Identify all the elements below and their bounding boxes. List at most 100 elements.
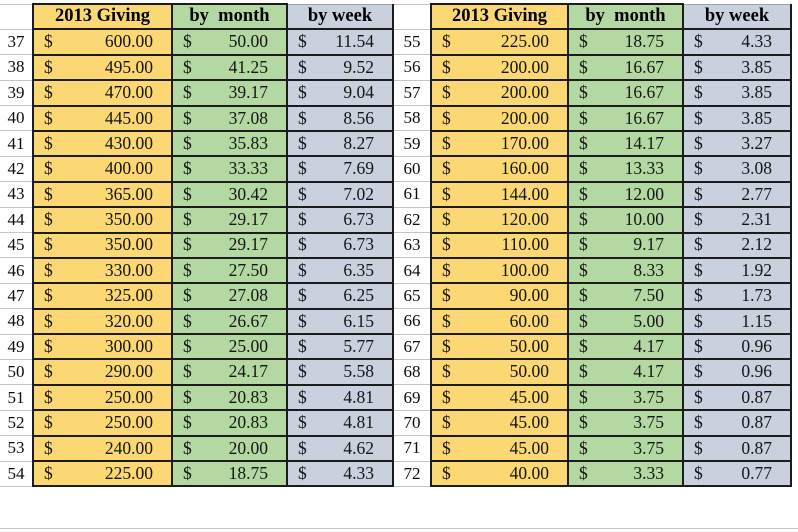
cell-by-week[interactable]: $9.04 — [286, 79, 394, 107]
cell-giving[interactable]: $144.00 — [430, 180, 569, 209]
cell-by-month[interactable]: $7.50 — [567, 282, 684, 310]
row-header[interactable]: 52 — [0, 409, 34, 437]
row-header[interactable]: 42 — [0, 155, 34, 183]
cell-giving[interactable]: $225.00 — [32, 460, 173, 488]
row-header[interactable]: 61 — [394, 181, 432, 208]
cell-by-month[interactable]: $3.75 — [567, 434, 684, 463]
row-header[interactable]: 47 — [0, 282, 34, 310]
cell-by-month[interactable]: $30.42 — [171, 180, 288, 209]
row-header[interactable]: 48 — [0, 308, 34, 335]
cell-giving[interactable]: $120.00 — [430, 206, 569, 234]
cell-by-week[interactable]: $5.77 — [286, 333, 394, 361]
cell-giving[interactable]: $320.00 — [32, 307, 173, 336]
cell-giving[interactable]: $160.00 — [430, 155, 569, 183]
column-header-by-month[interactable]: by month — [567, 2, 684, 31]
cell-by-month[interactable]: $18.75 — [171, 460, 288, 488]
cell-by-month[interactable]: $50.00 — [171, 28, 288, 56]
row-header[interactable]: 41 — [0, 130, 34, 157]
row-header[interactable]: 57 — [394, 79, 432, 107]
cell-by-month[interactable]: $3.75 — [567, 383, 684, 412]
cell-by-month[interactable]: $41.25 — [171, 53, 288, 82]
cell-giving[interactable]: $470.00 — [32, 79, 173, 107]
cell-by-month[interactable]: $5.00 — [567, 307, 684, 336]
cell-by-month[interactable]: $13.33 — [567, 155, 684, 183]
cell-by-month[interactable]: $10.00 — [567, 206, 684, 234]
cell-by-month[interactable]: $29.17 — [171, 231, 288, 259]
cell-by-week[interactable]: $2.77 — [682, 180, 792, 209]
cell-by-month[interactable]: $27.08 — [171, 282, 288, 310]
cell-giving[interactable]: $45.00 — [430, 383, 569, 412]
cell-by-week[interactable]: $11.54 — [286, 28, 394, 56]
column-header-by-week[interactable]: by week — [682, 3, 792, 31]
cell-by-month[interactable]: $16.67 — [567, 79, 684, 107]
row-header[interactable]: 70 — [394, 409, 432, 437]
cell-by-week[interactable]: $5.58 — [286, 358, 394, 386]
column-header-by-month[interactable]: by month — [171, 2, 288, 31]
row-header[interactable]: 62 — [394, 206, 432, 234]
cell-by-month[interactable]: $35.83 — [171, 129, 288, 158]
cell-by-week[interactable]: $2.12 — [682, 231, 792, 259]
cell-giving[interactable]: $45.00 — [430, 409, 569, 437]
cell-by-month[interactable]: $4.17 — [567, 358, 684, 386]
row-header[interactable]: 55 — [394, 28, 432, 56]
row-header[interactable]: 46 — [0, 257, 34, 284]
cell-by-month[interactable]: $37.08 — [171, 104, 288, 132]
row-header[interactable]: 50 — [0, 358, 34, 386]
row-header[interactable]: 44 — [0, 206, 34, 234]
cell-by-week[interactable]: $9.52 — [286, 53, 394, 82]
row-header[interactable]: 54 — [0, 460, 34, 487]
cell-giving[interactable]: $250.00 — [32, 383, 173, 412]
row-header[interactable]: 69 — [394, 384, 432, 411]
cell-giving[interactable]: $350.00 — [32, 206, 173, 234]
row-header[interactable]: 58 — [394, 105, 432, 132]
cell-by-week[interactable]: $0.77 — [682, 460, 792, 488]
cell-by-month[interactable]: $18.75 — [567, 28, 684, 56]
cell-giving[interactable]: $60.00 — [430, 307, 569, 336]
cell-giving[interactable]: $300.00 — [32, 333, 173, 361]
cell-by-week[interactable]: $2.31 — [682, 206, 792, 234]
cell-by-month[interactable]: $33.33 — [171, 155, 288, 183]
cell-by-week[interactable]: $3.08 — [682, 155, 792, 183]
row-header[interactable]: 51 — [0, 384, 34, 411]
cell-by-month[interactable]: $3.75 — [567, 409, 684, 437]
row-header[interactable]: 72 — [394, 460, 432, 487]
cell-giving[interactable]: $200.00 — [430, 53, 569, 82]
cell-by-week[interactable]: $6.73 — [286, 231, 394, 259]
cell-giving[interactable]: $110.00 — [430, 231, 569, 259]
cell-giving[interactable]: $350.00 — [32, 231, 173, 259]
cell-by-week[interactable]: $3.85 — [682, 104, 792, 132]
cell-by-week[interactable]: $3.85 — [682, 53, 792, 82]
cell-giving[interactable]: $600.00 — [32, 28, 173, 56]
cell-by-month[interactable]: $12.00 — [567, 180, 684, 209]
cell-giving[interactable]: $365.00 — [32, 180, 173, 209]
row-header[interactable]: 60 — [394, 155, 432, 183]
row-header[interactable]: 43 — [0, 181, 34, 208]
cell-by-week[interactable]: $0.96 — [682, 333, 792, 361]
cell-by-week[interactable]: $7.02 — [286, 180, 394, 209]
row-header[interactable]: 64 — [394, 257, 432, 284]
cell-giving[interactable]: $290.00 — [32, 358, 173, 386]
cell-by-week[interactable]: $0.87 — [682, 383, 792, 412]
cell-giving[interactable]: $325.00 — [32, 282, 173, 310]
corner-cell[interactable] — [394, 3, 432, 30]
cell-giving[interactable]: $330.00 — [32, 256, 173, 285]
cell-by-month[interactable]: $27.50 — [171, 256, 288, 285]
cell-by-week[interactable]: $4.33 — [682, 28, 792, 56]
cell-giving[interactable]: $240.00 — [32, 434, 173, 463]
row-header[interactable]: 45 — [0, 232, 34, 259]
cell-giving[interactable]: $495.00 — [32, 53, 173, 82]
cell-giving[interactable]: $50.00 — [430, 333, 569, 361]
cell-giving[interactable]: $225.00 — [430, 28, 569, 56]
cell-by-week[interactable]: $1.92 — [682, 256, 792, 285]
row-header[interactable]: 38 — [0, 54, 34, 81]
cell-by-month[interactable]: $39.17 — [171, 79, 288, 107]
cell-by-week[interactable]: $4.81 — [286, 383, 394, 412]
cell-by-week[interactable]: $1.73 — [682, 282, 792, 310]
cell-by-week[interactable]: $4.62 — [286, 434, 394, 463]
cell-giving[interactable]: $430.00 — [32, 129, 173, 158]
cell-by-week[interactable]: $6.73 — [286, 206, 394, 234]
row-header[interactable]: 39 — [0, 79, 34, 107]
cell-giving[interactable]: $250.00 — [32, 409, 173, 437]
row-header[interactable]: 66 — [394, 308, 432, 335]
row-header[interactable]: 49 — [0, 333, 34, 360]
